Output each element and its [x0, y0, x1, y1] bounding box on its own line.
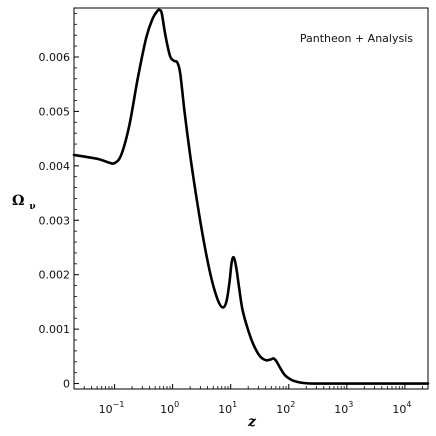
x-axis: 10−1 100 101 102 103 104: [73, 384, 423, 416]
y-axis-title: Ω ν: [12, 193, 36, 212]
x-tick-base: 10: [99, 403, 113, 416]
x-axis-title: z: [247, 414, 257, 430]
x-tick-exponent: 2: [290, 400, 295, 409]
x-tick-label: 101: [218, 400, 237, 416]
x-tick-exponent: 3: [348, 400, 353, 409]
legend-label: Pantheon + Analysis: [300, 32, 413, 45]
plot-frame: [73, 7, 429, 390]
x-tick-exponent: 4: [406, 400, 411, 409]
x-tick-base: 10: [218, 403, 232, 416]
y-axis-title-main: Ω: [12, 193, 24, 209]
x-tick-exponent: 1: [232, 400, 237, 409]
y-tick-label: 0.005: [39, 105, 71, 118]
y-tick-label: 0.004: [39, 160, 71, 173]
x-tick-label: 103: [334, 400, 353, 416]
y-axis-title-subscript: ν: [29, 202, 35, 212]
y-axis: 0 0.001 0.002 0.003 0.004 0.005 0.006: [39, 13, 79, 391]
y-tick-label: 0.001: [39, 323, 71, 336]
x-tick-exponent: 0: [174, 400, 179, 409]
x-tick-base: 10: [160, 403, 174, 416]
y-tick-label: 0: [63, 378, 70, 391]
series-line: [72, 8, 430, 385]
x-tick-label: 10−1: [99, 400, 125, 416]
x-tick-base: 10: [334, 403, 348, 416]
x-tick-base: 10: [392, 403, 406, 416]
y-tick-label: 0.003: [39, 214, 71, 227]
x-tick-label: 104: [392, 400, 411, 416]
x-tick-label: 102: [276, 400, 295, 416]
x-tick-label: 100: [160, 400, 179, 416]
y-tick-label: 0.006: [39, 51, 71, 64]
x-tick-exponent: −1: [113, 400, 125, 409]
y-tick-label: 0.002: [39, 269, 71, 282]
x-tick-base: 10: [276, 403, 290, 416]
